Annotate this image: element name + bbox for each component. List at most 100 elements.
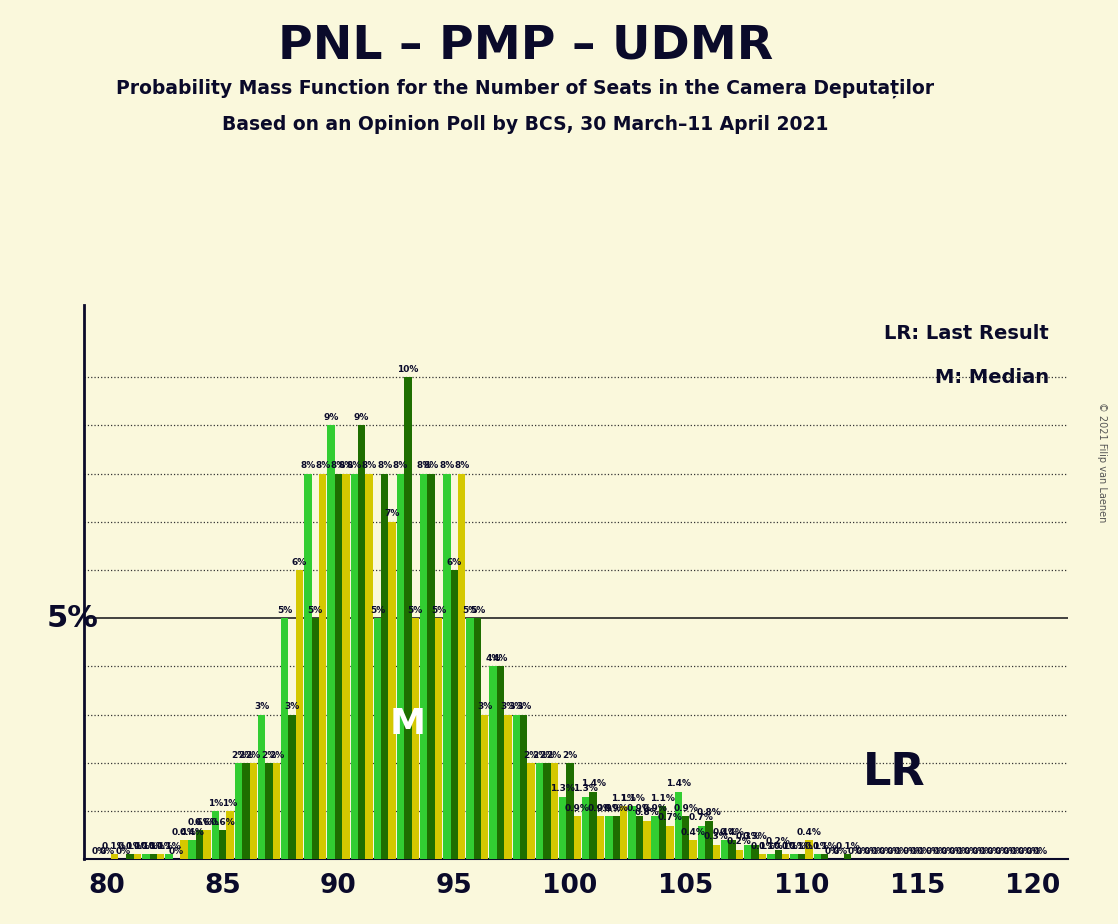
Text: 0%: 0% (879, 847, 894, 856)
Text: 8%: 8% (315, 461, 331, 470)
Text: 1.3%: 1.3% (550, 784, 575, 794)
Text: M: Median: M: Median (935, 368, 1049, 386)
Text: 8%: 8% (424, 461, 438, 470)
Text: 2%: 2% (262, 750, 276, 760)
Bar (775, 850, 781, 859)
Text: 1.1%: 1.1% (651, 794, 675, 803)
Text: M: M (390, 708, 426, 741)
Text: 3%: 3% (285, 702, 300, 711)
Bar (189, 840, 196, 859)
Text: 3%: 3% (254, 702, 269, 711)
Text: 0.8%: 0.8% (697, 808, 721, 818)
Text: 0.1%: 0.1% (805, 842, 830, 851)
Text: 0%: 0% (856, 847, 871, 856)
Text: 0.3%: 0.3% (736, 833, 760, 842)
Text: 9%: 9% (354, 413, 369, 422)
Bar (411, 618, 419, 859)
Bar (736, 850, 743, 859)
Text: 10%: 10% (397, 365, 418, 374)
Text: 3%: 3% (517, 702, 531, 711)
Text: PNL – PMP – UDMR: PNL – PMP – UDMR (278, 23, 773, 68)
Text: Probability Mass Function for the Number of Seats in the Camera Deputaților: Probability Mass Function for the Number… (116, 79, 935, 98)
Text: 1%: 1% (222, 798, 238, 808)
Text: 6%: 6% (446, 558, 462, 566)
Bar (304, 474, 312, 859)
Bar (550, 763, 558, 859)
Bar (196, 831, 203, 859)
Bar (682, 816, 690, 859)
Bar (243, 763, 249, 859)
Bar (142, 855, 150, 859)
Bar (273, 763, 281, 859)
Bar (458, 474, 465, 859)
Text: 0%: 0% (979, 847, 994, 856)
Bar (574, 816, 581, 859)
Bar (674, 792, 682, 859)
Text: 2%: 2% (562, 750, 578, 760)
Bar (520, 714, 528, 859)
Text: 0.7%: 0.7% (657, 813, 682, 822)
Bar (296, 570, 303, 859)
Bar (712, 845, 720, 859)
Text: 8%: 8% (361, 461, 377, 470)
Text: 0%: 0% (847, 847, 863, 856)
Bar (620, 807, 627, 859)
Bar (597, 816, 604, 859)
Text: 0.7%: 0.7% (689, 813, 714, 822)
Bar (165, 855, 173, 859)
Text: 0.9%: 0.9% (673, 804, 698, 812)
Text: 0%: 0% (1018, 847, 1033, 856)
Text: 0%: 0% (1002, 847, 1017, 856)
Bar (652, 816, 659, 859)
Bar (451, 570, 458, 859)
Bar (334, 474, 342, 859)
Text: 5%: 5% (46, 603, 98, 633)
Bar (328, 425, 334, 859)
Bar (567, 763, 574, 859)
Bar (288, 714, 296, 859)
Text: 8%: 8% (377, 461, 392, 470)
Text: 0.2%: 0.2% (766, 837, 790, 846)
Text: 0.9%: 0.9% (627, 804, 652, 812)
Text: 5%: 5% (277, 606, 293, 614)
Bar (235, 763, 243, 859)
Bar (265, 763, 273, 859)
Text: 0%: 0% (824, 847, 840, 856)
Bar (628, 807, 636, 859)
Bar (157, 855, 164, 859)
Bar (134, 855, 141, 859)
Bar (481, 714, 489, 859)
Text: 0.1%: 0.1% (813, 842, 837, 851)
Text: © 2021 Filip van Laenen: © 2021 Filip van Laenen (1098, 402, 1107, 522)
Text: 6%: 6% (292, 558, 307, 566)
Text: 0.1%: 0.1% (157, 842, 181, 851)
Text: 0.1%: 0.1% (125, 842, 150, 851)
Bar (636, 816, 643, 859)
Text: 0.6%: 0.6% (210, 818, 235, 827)
Text: 2%: 2% (547, 750, 562, 760)
Text: 3%: 3% (509, 702, 524, 711)
Text: 0.1%: 0.1% (781, 842, 806, 851)
Bar (466, 618, 474, 859)
Bar (814, 855, 821, 859)
Text: 0.8%: 0.8% (634, 808, 660, 818)
Text: 0.4%: 0.4% (720, 828, 745, 836)
Text: 1.4%: 1.4% (580, 780, 606, 788)
Bar (805, 840, 813, 859)
Bar (111, 855, 119, 859)
Text: 2%: 2% (268, 750, 284, 760)
Bar (219, 831, 227, 859)
Text: LR: LR (863, 751, 926, 794)
Bar (258, 714, 265, 859)
Text: 0.1%: 0.1% (758, 842, 784, 851)
Bar (582, 796, 589, 859)
Bar (512, 714, 520, 859)
Text: 5%: 5% (370, 606, 385, 614)
Bar (443, 474, 451, 859)
Text: 2%: 2% (246, 750, 260, 760)
Bar (605, 816, 613, 859)
Bar (227, 811, 234, 859)
Bar (690, 840, 697, 859)
Text: 5%: 5% (307, 606, 323, 614)
Bar (728, 840, 736, 859)
